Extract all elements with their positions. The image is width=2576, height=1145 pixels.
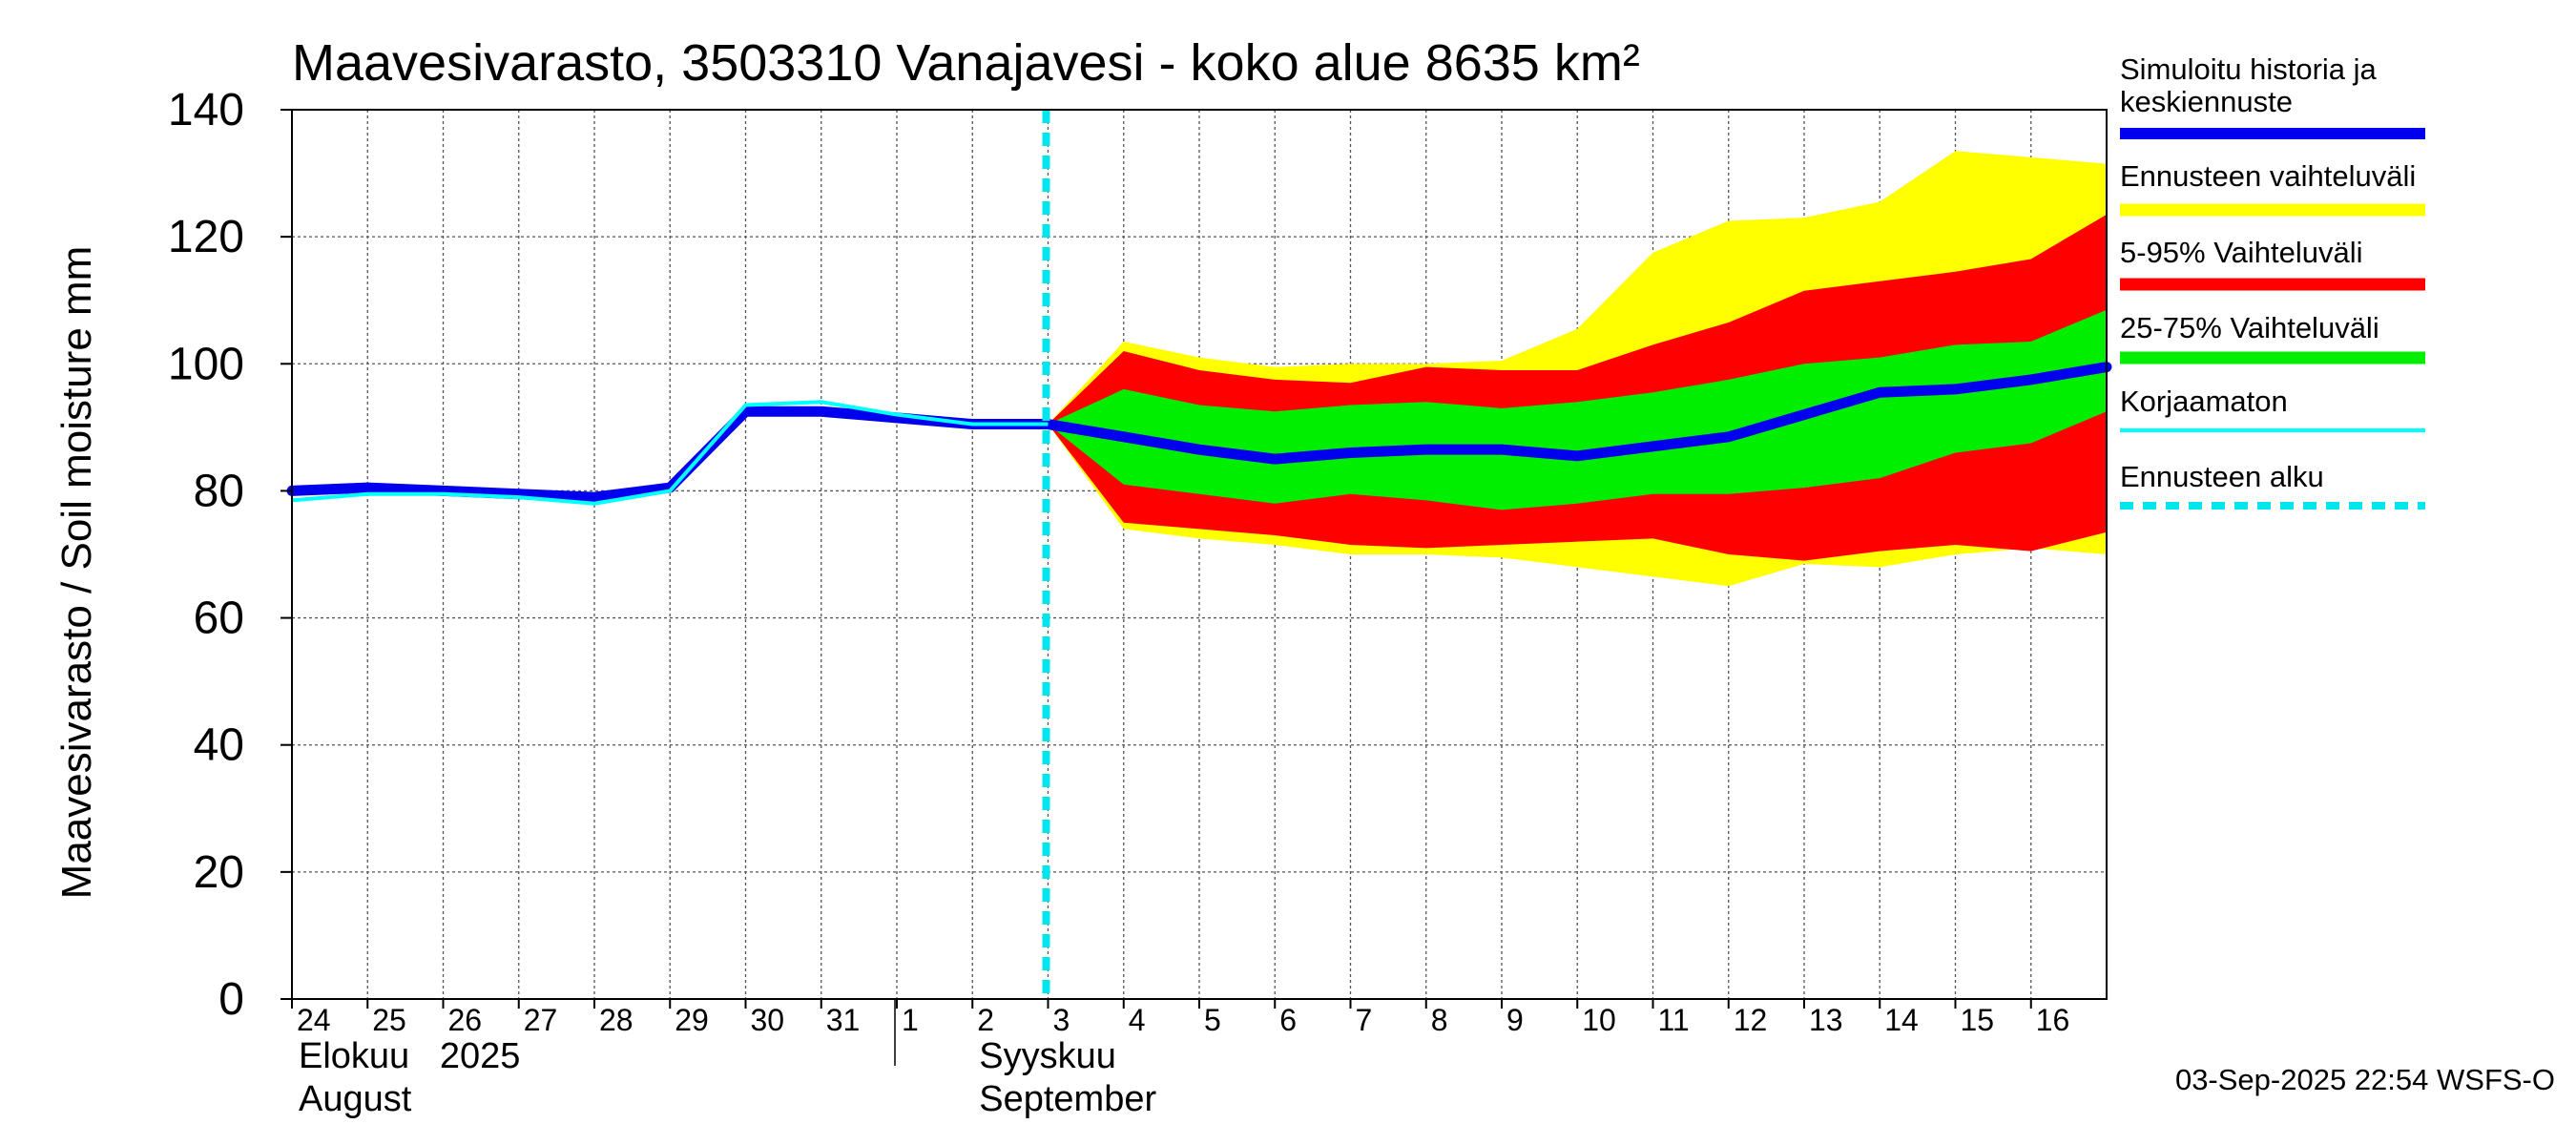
y-tick-label: 80	[194, 466, 244, 516]
timestamp-footer: 03-Sep-2025 22:54 WSFS-O	[2175, 1063, 2555, 1096]
legend-label: 5-95% Vaihteluväli	[2120, 236, 2362, 269]
x-tick-label: 13	[1809, 1003, 1843, 1037]
legend-label: Simuloitu historia ja	[2120, 52, 2378, 86]
x-tick-label: 31	[826, 1003, 861, 1037]
series-lines	[286, 362, 2112, 506]
legend-label: Ennusteen vaihteluväli	[2120, 159, 2416, 193]
x-tick-label: 29	[675, 1003, 709, 1037]
x-tick-label: 25	[372, 1003, 406, 1037]
y-tick-label: 0	[218, 974, 244, 1025]
x-tick-label: 15	[1961, 1003, 1995, 1037]
simulated-mean-line	[286, 362, 2112, 503]
y-axis: 0 20 40 60 80 100 120 140	[168, 85, 292, 1025]
month-label: Syyskuu	[979, 1036, 1116, 1076]
x-tick-label: 14	[1884, 1003, 1919, 1037]
x-tick-label: 16	[2036, 1003, 2070, 1037]
legend-label: keskiennuste	[2120, 85, 2293, 118]
x-tick-label: 11	[1658, 1003, 1690, 1037]
uncorrected-line	[291, 400, 1049, 506]
month-label-en: August	[299, 1079, 412, 1119]
y-tick-label: 120	[168, 212, 244, 262]
x-tick-label: 9	[1506, 1003, 1524, 1037]
x-tick-label: 24	[297, 1003, 331, 1037]
x-tick-label: 12	[1734, 1003, 1768, 1037]
month-label-en: September	[979, 1079, 1156, 1119]
y-tick-label: 40	[194, 720, 244, 771]
x-tick-label: 3	[1053, 1003, 1070, 1037]
x-tick-label: 28	[599, 1003, 634, 1037]
y-tick-label: 100	[168, 339, 244, 389]
chart-title: Maavesivarasto, 3503310 Vanajavesi - kok…	[292, 34, 1640, 92]
forecast-bands	[1048, 151, 2107, 587]
legend-label: Korjaamaton	[2120, 385, 2288, 418]
x-tick-label: 26	[448, 1003, 483, 1037]
x-tick-label: 6	[1279, 1003, 1297, 1037]
legend-label: 25-75% Vaihteluväli	[2120, 311, 2379, 344]
x-tick-label: 10	[1582, 1003, 1616, 1037]
x-tick-label: 30	[751, 1003, 785, 1037]
x-axis: 24 25 26 27 28 29 30 31 1 2 3 4 5 6 7 8 9 10 11 12 13 14 15 16E…	[291, 999, 2070, 1119]
x-tick-label: 27	[524, 1003, 558, 1037]
y-tick-label: 20	[194, 847, 244, 898]
x-tick-label: 5	[1204, 1003, 1221, 1037]
y-tick-label: 140	[168, 85, 244, 135]
x-tick-label: 7	[1356, 1003, 1373, 1037]
y-axis-label: Maavesivarasto / Soil moisture mm	[53, 246, 100, 900]
month-label: Elokuu 2025	[299, 1036, 520, 1076]
x-tick-label: 1	[902, 1003, 919, 1037]
legend-label: Ennusteen alku	[2120, 460, 2324, 493]
x-tick-label: 8	[1431, 1003, 1448, 1037]
y-tick-label: 60	[194, 593, 244, 644]
x-tick-label: 4	[1129, 1003, 1146, 1037]
x-tick-label: 2	[977, 1003, 994, 1037]
